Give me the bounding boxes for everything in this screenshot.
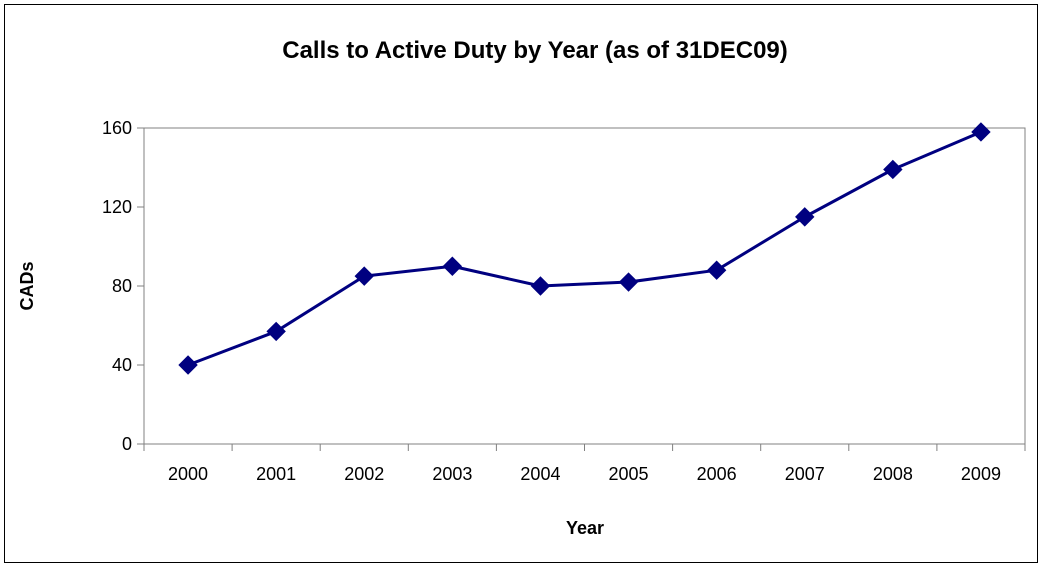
plot-area bbox=[143, 127, 1026, 445]
y-tick-label: 120 bbox=[102, 197, 132, 217]
x-tick-label: 2006 bbox=[697, 464, 737, 484]
x-tick-label: 2009 bbox=[961, 464, 1001, 484]
y-axis-title: CADs bbox=[17, 261, 37, 310]
data-point-2008 bbox=[883, 159, 903, 180]
data-point-2007 bbox=[795, 207, 815, 227]
y-tick-label: 0 bbox=[122, 434, 132, 454]
y-tick-label: 40 bbox=[112, 355, 132, 375]
chart-title: Calls to Active Duty by Year (as of 31DE… bbox=[282, 37, 788, 64]
x-tick-label: 2005 bbox=[609, 464, 649, 484]
x-axis: 2000 2001 2002 2003 2004 2005 2006 2007 2008 2009 bbox=[143, 443, 1026, 484]
data-point-2006 bbox=[706, 260, 727, 280]
x-tick-label: 2004 bbox=[520, 464, 560, 484]
data-point-2009 bbox=[971, 122, 991, 142]
y-tick-label: 160 bbox=[102, 118, 132, 138]
x-tick-label: 2007 bbox=[785, 464, 825, 484]
x-tick-label: 2002 bbox=[344, 464, 384, 484]
data-point-2003 bbox=[442, 256, 463, 276]
x-tick-label: 2001 bbox=[256, 464, 296, 484]
x-tick-label: 2000 bbox=[168, 464, 208, 484]
x-tick-label: 2003 bbox=[432, 464, 472, 484]
y-tick-label: 80 bbox=[112, 276, 132, 296]
series-line bbox=[187, 130, 982, 367]
data-point-2004 bbox=[530, 276, 551, 296]
x-tick-label: 2008 bbox=[873, 464, 913, 484]
y-axis: 0 40 80 120 160 bbox=[102, 118, 145, 454]
data-point-2001 bbox=[266, 321, 286, 342]
x-axis-title: Year bbox=[566, 518, 604, 538]
series-cads bbox=[178, 122, 991, 375]
data-point-2005 bbox=[618, 272, 639, 292]
data-point-2002 bbox=[354, 266, 374, 286]
data-point-2000 bbox=[178, 355, 198, 375]
